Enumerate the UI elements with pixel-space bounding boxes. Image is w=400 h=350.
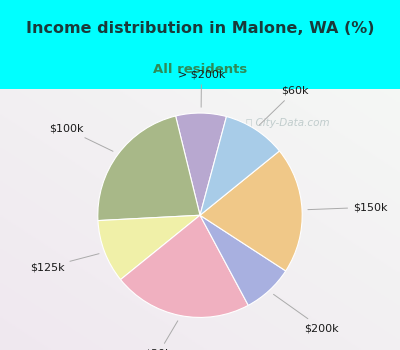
Text: All residents: All residents — [153, 63, 247, 76]
Text: Income distribution in Malone, WA (%): Income distribution in Malone, WA (%) — [26, 21, 374, 36]
Text: > $200k: > $200k — [178, 69, 225, 107]
Wedge shape — [120, 215, 248, 317]
Text: $100k: $100k — [49, 124, 113, 151]
Wedge shape — [176, 113, 226, 215]
Wedge shape — [98, 215, 200, 280]
Text: $30k: $30k — [145, 321, 178, 350]
Text: $150k: $150k — [308, 202, 388, 212]
Text: $125k: $125k — [30, 254, 99, 272]
Text: $200k: $200k — [274, 294, 338, 333]
Text: $60k: $60k — [259, 86, 308, 125]
Wedge shape — [200, 117, 280, 215]
Text: ⓘ City-Data.com: ⓘ City-Data.com — [246, 118, 330, 128]
Wedge shape — [200, 151, 302, 271]
Wedge shape — [98, 116, 200, 220]
Wedge shape — [200, 215, 286, 305]
